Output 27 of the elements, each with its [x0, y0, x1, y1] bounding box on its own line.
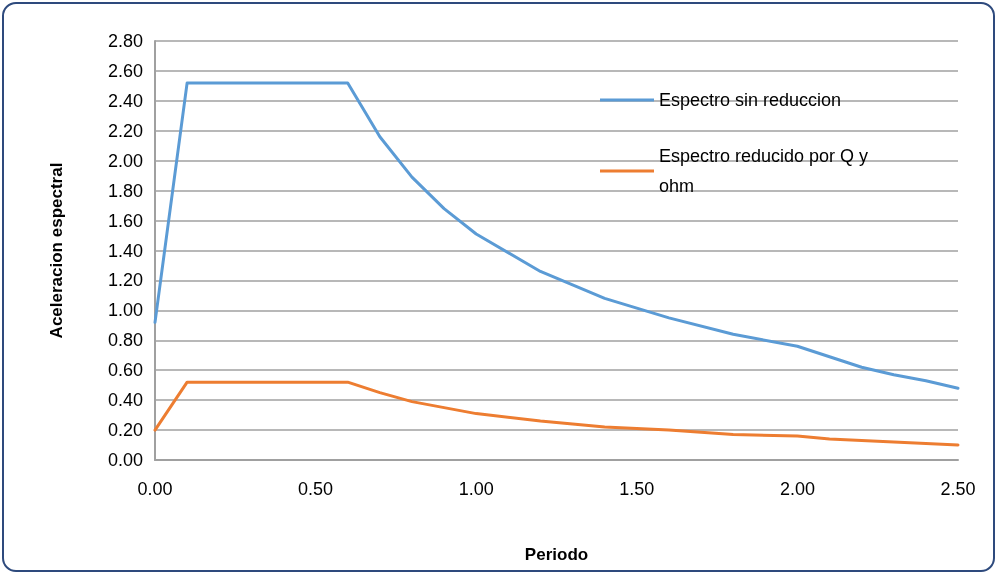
y-tick-label: 0.80 — [107, 330, 143, 351]
legend-label: Espectro reducido por Q y ohm — [659, 146, 874, 196]
y-tick-label: 2.20 — [107, 120, 143, 141]
y-tick-label: 1.40 — [107, 240, 143, 261]
y-tick-label: 2.00 — [107, 150, 143, 171]
y-tick-label: 1.80 — [107, 180, 143, 201]
y-tick-label: 1.20 — [107, 270, 143, 291]
x-tick-label: 1.00 — [458, 479, 494, 499]
line-series — [153, 380, 960, 447]
line-series — [153, 81, 960, 390]
y-tick-label: 2.60 — [107, 60, 143, 81]
x-tick-label: 1.50 — [619, 479, 655, 499]
y-tick-label: 2.40 — [107, 90, 143, 111]
y-tick-label: 0.40 — [107, 390, 143, 411]
y-tick-label: 0.60 — [107, 360, 143, 381]
y-tick-label: 2.80 — [107, 31, 143, 51]
x-tick-label: 0.50 — [298, 479, 334, 499]
y-tick-label: 1.00 — [107, 300, 143, 321]
y-tick-label: 0.20 — [107, 420, 143, 441]
y-axis-title: Aceleracion espectral — [47, 162, 66, 339]
x-axis-title: Periodo — [524, 545, 589, 564]
x-tick-label: 2.00 — [779, 479, 815, 499]
y-tick-label: 0.00 — [107, 450, 143, 470]
x-tick-label: 2.50 — [940, 479, 976, 499]
legend-label: Espectro sin reduccion — [659, 90, 842, 110]
x-tick-label: 0.00 — [137, 479, 173, 499]
y-tick-label: 1.60 — [107, 210, 143, 231]
